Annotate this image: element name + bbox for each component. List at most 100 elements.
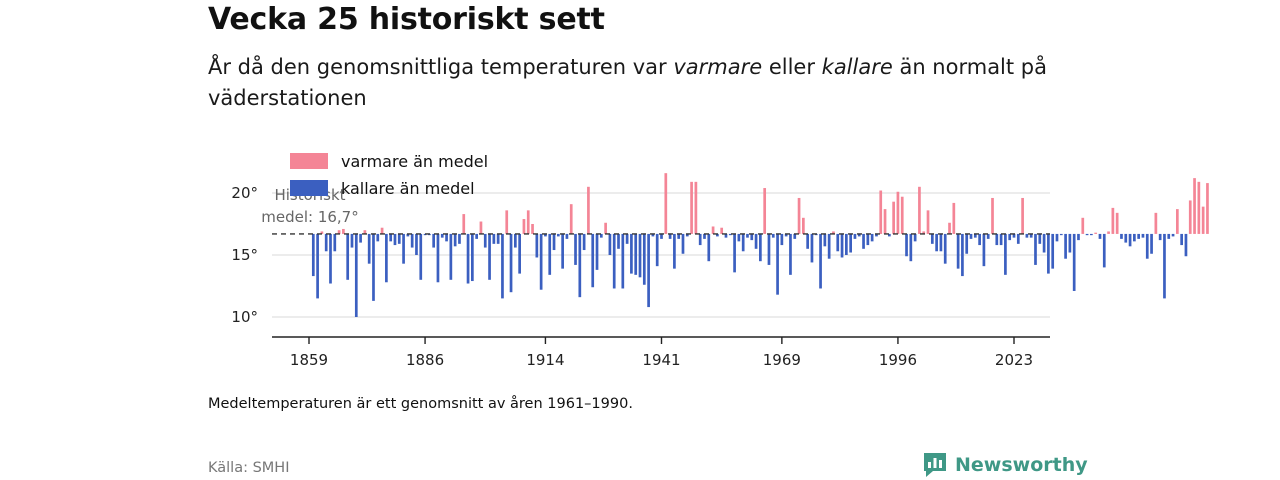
bar-warm <box>479 221 483 234</box>
bar-warm <box>522 219 526 234</box>
bar-cold <box>995 233 999 246</box>
bar-cold <box>1150 233 1153 254</box>
subtitle-text-3: än normalt på väderstationen <box>208 55 1047 110</box>
bar-warm <box>690 181 693 234</box>
bar-cold <box>1167 233 1171 239</box>
bar-warm <box>711 226 715 234</box>
bar-cold <box>716 233 719 237</box>
bar-warm <box>879 190 883 234</box>
bar-warm <box>918 186 921 234</box>
bar-warm <box>320 231 324 234</box>
bar-cold <box>324 233 328 252</box>
bar-cold <box>776 233 779 295</box>
bar-cold <box>784 233 788 237</box>
bar-cold <box>539 233 543 290</box>
bar-cold <box>578 233 582 298</box>
bar-cold <box>621 233 625 289</box>
bar-cold <box>1038 233 1042 244</box>
bar-warm <box>1115 212 1119 234</box>
bar-cold <box>789 233 792 275</box>
bar-cold <box>1085 233 1089 236</box>
bar-cold <box>410 233 414 248</box>
bar-warm <box>604 222 607 234</box>
bar-warm <box>363 230 367 234</box>
bar-cold <box>1059 233 1063 236</box>
bar-cold <box>419 233 423 280</box>
y-tick-label: 15° <box>231 246 258 264</box>
bar-cold <box>1120 233 1123 239</box>
bar-warm <box>1176 209 1179 234</box>
bar-cold <box>728 233 732 236</box>
bar-cold <box>376 233 380 242</box>
bar-cold <box>612 233 616 289</box>
reference-label-line2: medel: 16,7° <box>261 208 358 226</box>
bar-cold <box>810 233 814 263</box>
bar-cold <box>1068 233 1072 253</box>
bar-warm <box>1154 212 1158 234</box>
bar-warm <box>900 196 904 234</box>
bar-cold <box>1180 233 1183 246</box>
bars <box>311 173 1209 317</box>
bar-cold <box>316 233 319 299</box>
bar-warm <box>587 186 590 234</box>
bar-cold <box>982 233 986 267</box>
bar-cold <box>1141 233 1145 238</box>
bar-cold <box>354 233 358 317</box>
bar-cold <box>1090 233 1093 236</box>
legend-label-warm: varmare än medel <box>341 152 488 171</box>
bar-cold <box>496 233 500 244</box>
bar-cold <box>1042 233 1046 253</box>
bar-cold <box>634 233 638 275</box>
bar-warm <box>1111 207 1115 234</box>
bar-cold <box>574 233 577 265</box>
newsworthy-chart-icon <box>924 453 946 477</box>
bar-cold <box>750 233 754 241</box>
bar-cold <box>1158 233 1162 241</box>
bar-cold <box>887 233 891 237</box>
x-axis-ticks: 1859 1886 1914 1941 1969 1996 2023 <box>290 337 1033 369</box>
brand-name: Newsworthy <box>955 454 1088 476</box>
bar-cold <box>509 233 513 293</box>
bar-warm <box>892 201 895 234</box>
y-tick-label: 20° <box>231 184 258 202</box>
bar-cold <box>475 233 478 239</box>
bar-cold <box>402 233 405 264</box>
bar-cold <box>458 233 461 244</box>
bar-cold <box>513 233 517 248</box>
bar-warm <box>896 191 900 234</box>
bar-warm <box>991 197 994 234</box>
bar-cold <box>471 233 474 282</box>
bar-cold <box>466 233 470 284</box>
bar-cold <box>556 233 560 237</box>
bar-cold <box>625 233 629 244</box>
bar-cold <box>565 233 569 239</box>
bar-chart: Historiskt medel: 16,7° 1859188619141941… <box>231 152 1209 369</box>
bar-cold <box>311 233 315 277</box>
bar-warm <box>926 210 930 234</box>
bar-warm <box>1081 217 1085 234</box>
x-tick-label: 1969 <box>763 351 801 369</box>
bar-cold <box>488 233 491 280</box>
bar-cold <box>445 233 448 242</box>
bar-cold <box>501 233 504 299</box>
bar-cold <box>367 233 371 264</box>
bar-cold <box>535 233 539 258</box>
y-tick-label: 10° <box>231 308 258 326</box>
bar-warm <box>952 202 956 234</box>
x-tick-label: 1996 <box>879 351 917 369</box>
bar-cold <box>1012 233 1016 238</box>
bar-cold <box>1025 233 1029 238</box>
bar-cold <box>1055 233 1059 242</box>
bar-cold <box>930 233 934 244</box>
bar-cold <box>346 233 350 280</box>
bar-cold <box>965 233 969 254</box>
bar-cold <box>685 233 689 237</box>
bar-cold <box>642 233 646 285</box>
footnote: Medeltemperaturen är ett genomsnitt av å… <box>208 396 633 412</box>
bar-cold <box>647 233 650 308</box>
bar-cold <box>961 233 964 277</box>
subtitle-text-2: eller <box>762 55 822 79</box>
bar-cold <box>329 233 332 284</box>
bar-cold <box>943 233 947 264</box>
bar-cold <box>552 233 556 251</box>
